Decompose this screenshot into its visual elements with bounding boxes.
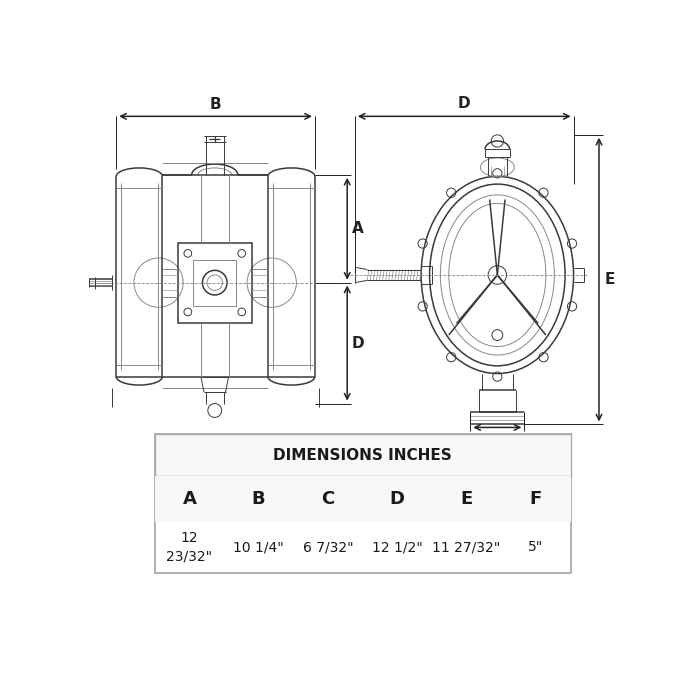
Text: D: D	[458, 96, 470, 111]
Text: B: B	[252, 490, 265, 507]
Text: F: F	[492, 435, 503, 450]
Text: E: E	[461, 490, 473, 507]
Text: A: A	[352, 221, 363, 237]
Text: F: F	[530, 490, 542, 507]
Bar	[178, 243, 252, 323]
Text: B: B	[210, 97, 221, 112]
Bar	[193, 260, 237, 306]
Bar	[155, 434, 570, 476]
Text: 6 7/32": 6 7/32"	[302, 540, 354, 554]
Text: 12 1/2": 12 1/2"	[372, 540, 423, 554]
Text: E: E	[604, 272, 615, 287]
Text: 10 1/4": 10 1/4"	[233, 540, 284, 554]
Text: 5": 5"	[528, 540, 543, 554]
Text: A: A	[183, 490, 196, 507]
Bar	[155, 434, 570, 573]
Text: 12
23/32": 12 23/32"	[167, 531, 212, 564]
Text: D: D	[352, 335, 365, 351]
Text: C: C	[321, 490, 335, 507]
Text: D: D	[390, 490, 405, 507]
Bar	[155, 476, 570, 522]
Text: DIMENSIONS INCHES: DIMENSIONS INCHES	[273, 447, 452, 463]
Text: 11 27/32": 11 27/32"	[433, 540, 500, 554]
